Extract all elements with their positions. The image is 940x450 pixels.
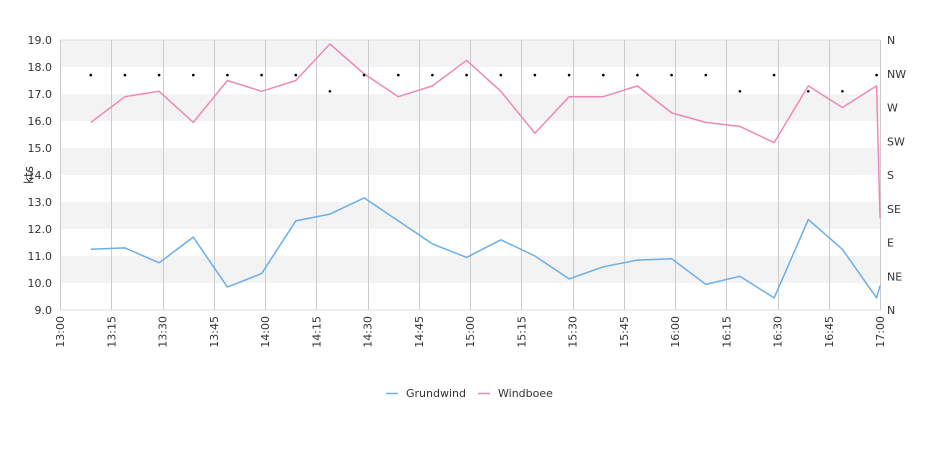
direction-marker — [499, 73, 503, 77]
direction-tick-label: N — [887, 34, 895, 47]
x-tick-label: 16:00 — [669, 316, 682, 348]
x-tick-label: 16:30 — [772, 316, 785, 348]
y-tick-label: 16.0 — [28, 115, 53, 128]
direction-marker — [670, 73, 673, 77]
direction-marker — [397, 73, 400, 77]
direction-tick-label: NE — [887, 270, 902, 283]
direction-tick-label: N — [887, 304, 895, 317]
direction-tick-label: W — [887, 102, 898, 115]
y-tick-label: 11.0 — [28, 250, 53, 263]
legend-label-windboee[interactable]: Windboee — [498, 387, 553, 400]
x-tick-label: 13:00 — [54, 316, 67, 348]
legend-label-grundwind[interactable]: Grundwind — [406, 387, 466, 400]
series-line-grundwind[interactable] — [90, 197, 881, 299]
x-tick-label: 13:30 — [157, 316, 170, 348]
x-tick-label: 14:00 — [259, 316, 272, 348]
direction-marker — [465, 73, 468, 77]
direction-marker — [841, 90, 844, 93]
direction-markers — [89, 73, 878, 93]
x-tick-label: 13:45 — [208, 316, 221, 348]
x-tick-label: 14:30 — [362, 316, 375, 348]
direction-tick-label: E — [887, 237, 894, 250]
x-axis-ticks: 13:00 13:15 13:30 13:45 14:00 14:15 14:30 14:45… — [54, 316, 887, 348]
direction-tick-label: NW — [887, 68, 906, 81]
direction-axis-ticks: N NE E SE S SW W NW N — [887, 34, 906, 317]
y-tick-label: 10.0 — [28, 277, 53, 290]
y-tick-label: 12.0 — [28, 223, 53, 236]
direction-marker — [123, 73, 127, 77]
direction-marker — [738, 90, 742, 93]
series-line-windboee[interactable] — [90, 43, 881, 219]
y-tick-label: 15.0 — [28, 142, 53, 155]
direction-marker — [704, 73, 708, 77]
legend: Grundwind Windboee — [386, 387, 553, 400]
y-tick-label: 19.0 — [28, 34, 53, 47]
direction-marker — [807, 90, 810, 93]
direction-marker — [772, 73, 776, 77]
direction-marker — [362, 73, 366, 77]
y-tick-label: 14.0 — [28, 169, 53, 182]
y-axis-title: kts — [22, 166, 36, 184]
direction-marker — [636, 73, 639, 77]
vertical-gridlines — [60, 40, 881, 310]
y-tick-label: 18.0 — [28, 61, 53, 74]
direction-marker — [567, 73, 571, 77]
direction-marker — [294, 73, 298, 77]
direction-marker — [328, 90, 332, 93]
x-tick-label: 15:30 — [567, 316, 580, 348]
direction-marker — [157, 73, 161, 77]
y-tick-label: 17.0 — [28, 88, 53, 101]
direction-tick-label: SW — [887, 135, 905, 148]
direction-marker — [602, 73, 605, 77]
x-tick-label: 14:45 — [413, 316, 426, 348]
x-tick-label: 17:00 — [874, 316, 887, 348]
series-lines — [90, 43, 881, 299]
direction-tick-label: SE — [887, 203, 901, 216]
y-tick-label: 9.0 — [35, 304, 53, 317]
direction-marker — [533, 73, 537, 77]
direction-marker — [875, 73, 878, 77]
y-axis-ticks: 9.0 10.0 11.0 12.0 13.0 14.0 15.0 16.0 17.0 18.0 1… — [28, 34, 53, 317]
x-tick-label: 13:15 — [105, 316, 118, 348]
direction-marker — [226, 73, 229, 77]
direction-marker — [192, 73, 195, 77]
y-tick-label: 13.0 — [28, 196, 53, 209]
x-tick-label: 15:00 — [464, 316, 477, 348]
x-tick-label: 15:15 — [515, 316, 528, 348]
direction-tick-label: S — [887, 169, 894, 182]
x-tick-label: 15:45 — [618, 316, 631, 348]
direction-marker — [431, 73, 434, 77]
x-tick-label: 14:15 — [310, 316, 323, 348]
x-tick-label: 16:15 — [720, 316, 733, 348]
direction-marker — [260, 73, 263, 77]
direction-marker — [89, 73, 93, 77]
x-tick-label: 16:45 — [823, 316, 836, 348]
